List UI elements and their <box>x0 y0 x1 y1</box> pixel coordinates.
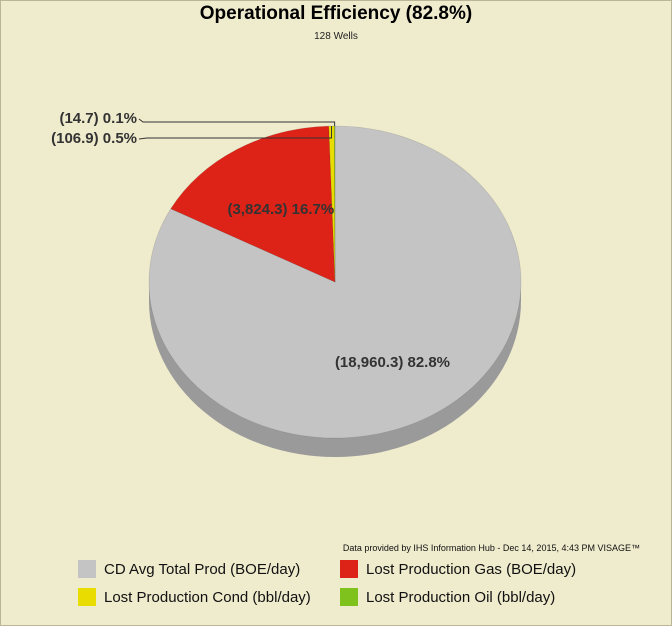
leader-line-2 <box>138 126 333 140</box>
legend-swatch <box>340 588 358 606</box>
chart-title: Operational Efficiency (82.8%) <box>199 3 473 24</box>
pie-slice-1[interactable] <box>170 125 336 283</box>
data-credit: Data provided by IHS Information Hub - D… <box>342 543 640 553</box>
legend-label: Lost Production Gas (BOE/day) <box>366 560 577 578</box>
legend-item-lost-production-gas[interactable]: Lost Production Gas (BOE/day) <box>340 560 630 578</box>
legend-item-lost-production-oil[interactable]: Lost Production Oil (bbl/day) <box>340 588 630 606</box>
slice-label-0: (18,960.3) 82.8% <box>335 354 450 371</box>
legend-swatch <box>78 560 96 578</box>
legend-label: Lost Production Oil (bbl/day) <box>366 588 556 606</box>
leader-line-3 <box>138 118 336 126</box>
pie-slices <box>148 125 522 439</box>
pie-slice-0[interactable] <box>148 125 522 439</box>
pie-chart: (18,960.3) 82.8% (3,824.3) 16.7% (14.7) 0.… <box>51 110 522 457</box>
legend: CD Avg Total Prod (BOE/day) Lost Product… <box>78 560 638 606</box>
pie-slice-2[interactable] <box>328 125 336 283</box>
slice-label-1: (3,824.3) 16.7% <box>227 201 334 218</box>
legend-swatch <box>78 588 96 606</box>
chart-subtitle: 128 Wells <box>314 31 358 42</box>
legend-label: Lost Production Cond (bbl/day) <box>104 588 311 606</box>
pie-labels: (18,960.3) 82.8% (3,824.3) 16.7% (14.7) 0.… <box>51 110 450 371</box>
legend-item-cd-avg-total-prod[interactable]: CD Avg Total Prod (BOE/day) <box>78 560 340 578</box>
legend-swatch <box>340 560 358 578</box>
slice-label-3: (14.7) 0.1% <box>59 110 137 127</box>
slice-label-2: (106.9) 0.5% <box>51 130 137 147</box>
legend-label: CD Avg Total Prod (BOE/day) <box>104 560 301 578</box>
legend-item-lost-production-cond[interactable]: Lost Production Cond (bbl/day) <box>78 588 340 606</box>
